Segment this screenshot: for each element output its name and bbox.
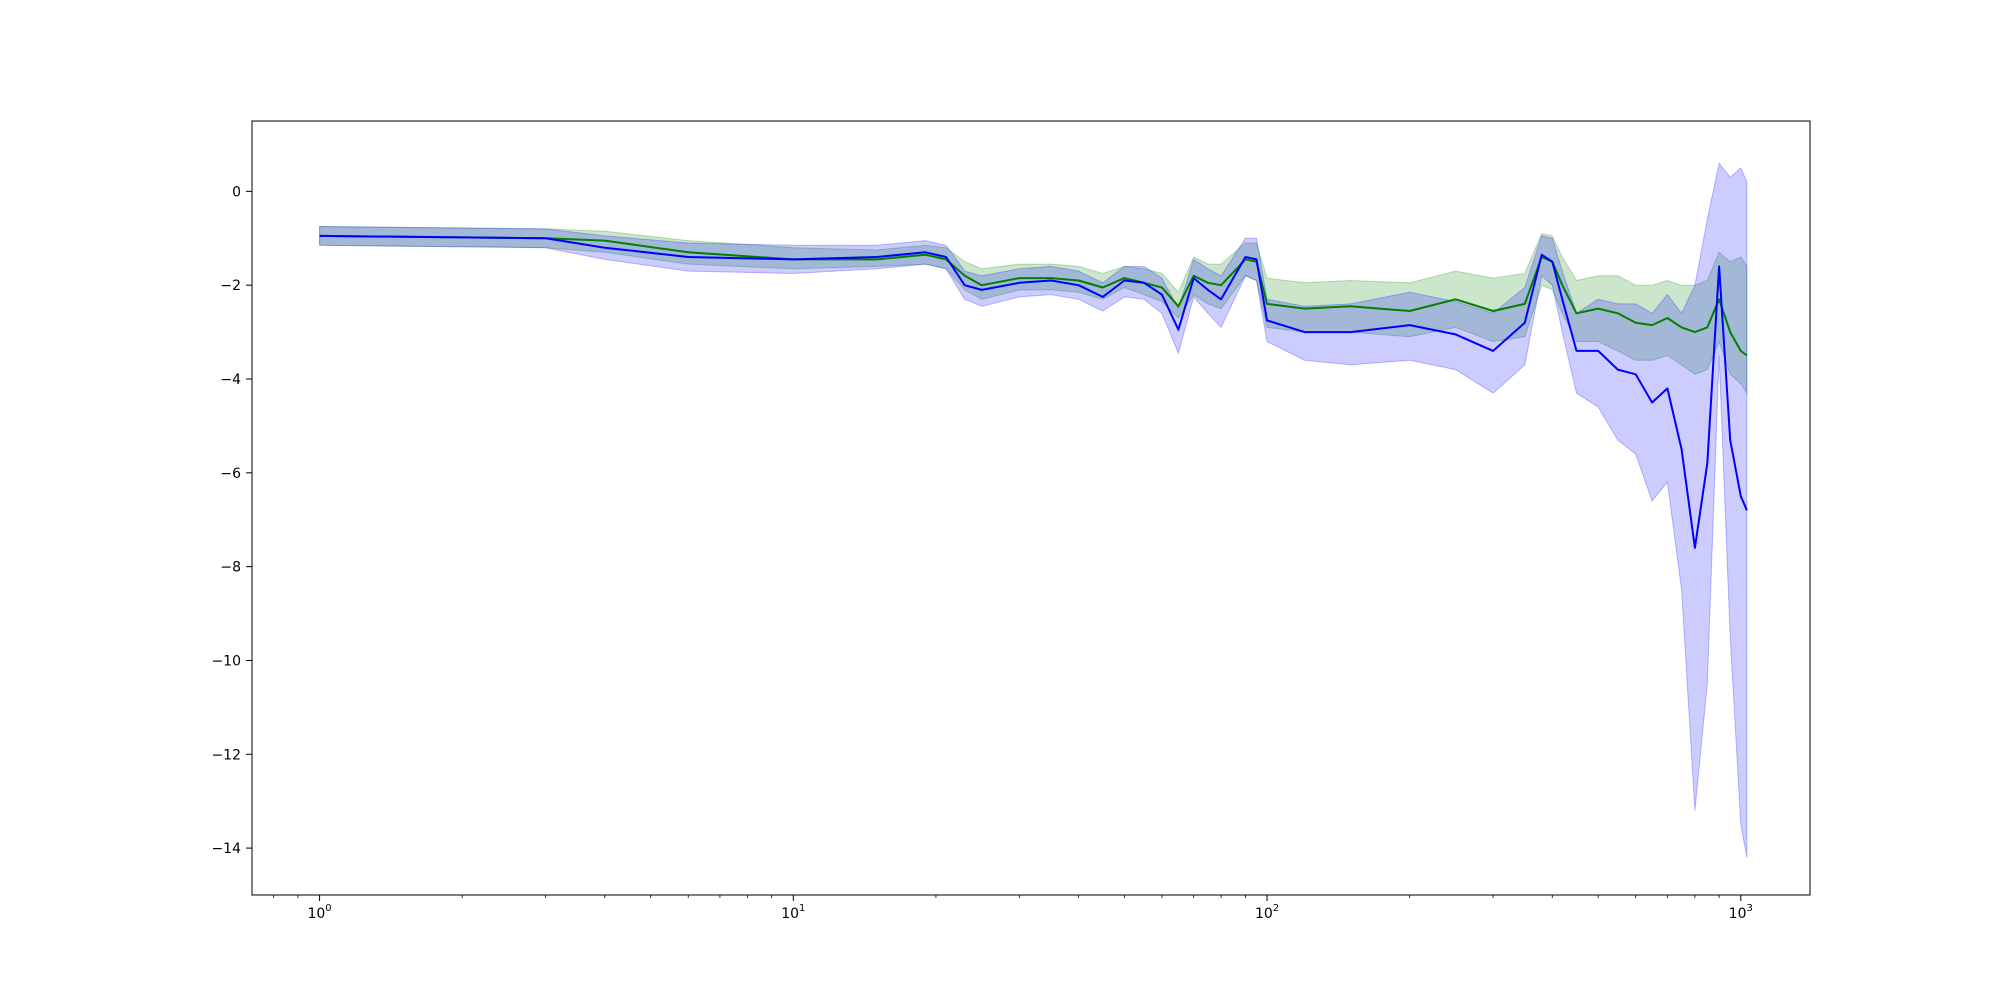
x-tick-label: 102 bbox=[1255, 903, 1279, 922]
x-tick-label: 101 bbox=[781, 903, 805, 922]
series-1-line bbox=[319, 234, 1748, 357]
y-tick-label: −10 bbox=[211, 653, 241, 669]
y-tick-label: −2 bbox=[220, 278, 241, 294]
x-tick-label: 100 bbox=[307, 903, 331, 922]
series-lines bbox=[319, 234, 1748, 549]
series-2-band bbox=[319, 162, 1748, 858]
y-tick-label: −12 bbox=[211, 747, 241, 763]
series-2-line bbox=[319, 234, 1748, 549]
y-axis-ticks: 0 −2 −4 −6 −8 −10 −12 −14 bbox=[211, 184, 252, 857]
y-tick-label: 0 bbox=[232, 184, 241, 200]
series-1-band bbox=[319, 225, 1748, 395]
x-tick-label: 103 bbox=[1729, 903, 1753, 922]
y-tick-label: −6 bbox=[220, 466, 241, 482]
plot-frame bbox=[251, 120, 1811, 896]
x-axis-ticks: 100 101 102 103 bbox=[273, 895, 1753, 922]
y-tick-label: −8 bbox=[220, 560, 241, 576]
y-tick-label: −14 bbox=[211, 841, 241, 857]
y-tick-label: −4 bbox=[220, 372, 241, 388]
confidence-bands bbox=[319, 162, 1748, 858]
